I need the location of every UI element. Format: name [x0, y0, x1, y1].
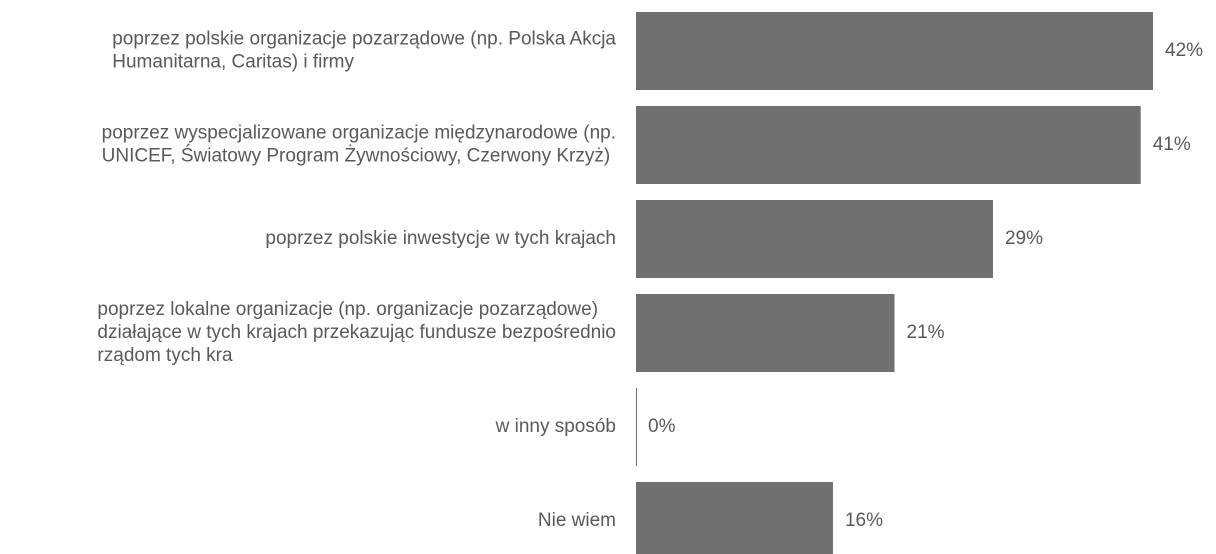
- bar: [636, 12, 1153, 90]
- value-label: 42%: [1165, 40, 1203, 61]
- category-label: poprzez polskie organizacje pozarządowe …: [112, 29, 616, 50]
- bar: [636, 200, 993, 278]
- value-label: 16%: [845, 510, 883, 531]
- bar: [636, 388, 637, 466]
- value-label: 29%: [1005, 228, 1043, 249]
- value-label: 41%: [1153, 134, 1191, 155]
- value-label: 0%: [648, 416, 676, 437]
- value-label: 21%: [907, 322, 945, 343]
- category-label: poprzez lokalne organizacje (np. organiz…: [97, 299, 598, 320]
- category-label: poprzez polskie inwestycje w tych krajac…: [265, 228, 616, 249]
- bar: [636, 106, 1141, 184]
- bar: [636, 482, 833, 554]
- category-label: Nie wiem: [538, 510, 616, 531]
- category-label: poprzez wyspecjalizowane organizacje mię…: [102, 123, 616, 144]
- category-label: rządom tych kra: [97, 345, 233, 366]
- category-label: działające w tych krajach przekazując fu…: [97, 322, 616, 343]
- category-label: Humanitarna, Caritas) i firmy: [112, 52, 354, 73]
- category-label: UNICEF, Światowy Program Żywnościowy, Cz…: [102, 145, 611, 167]
- bar: [636, 294, 895, 372]
- category-label: w inny sposób: [495, 416, 616, 437]
